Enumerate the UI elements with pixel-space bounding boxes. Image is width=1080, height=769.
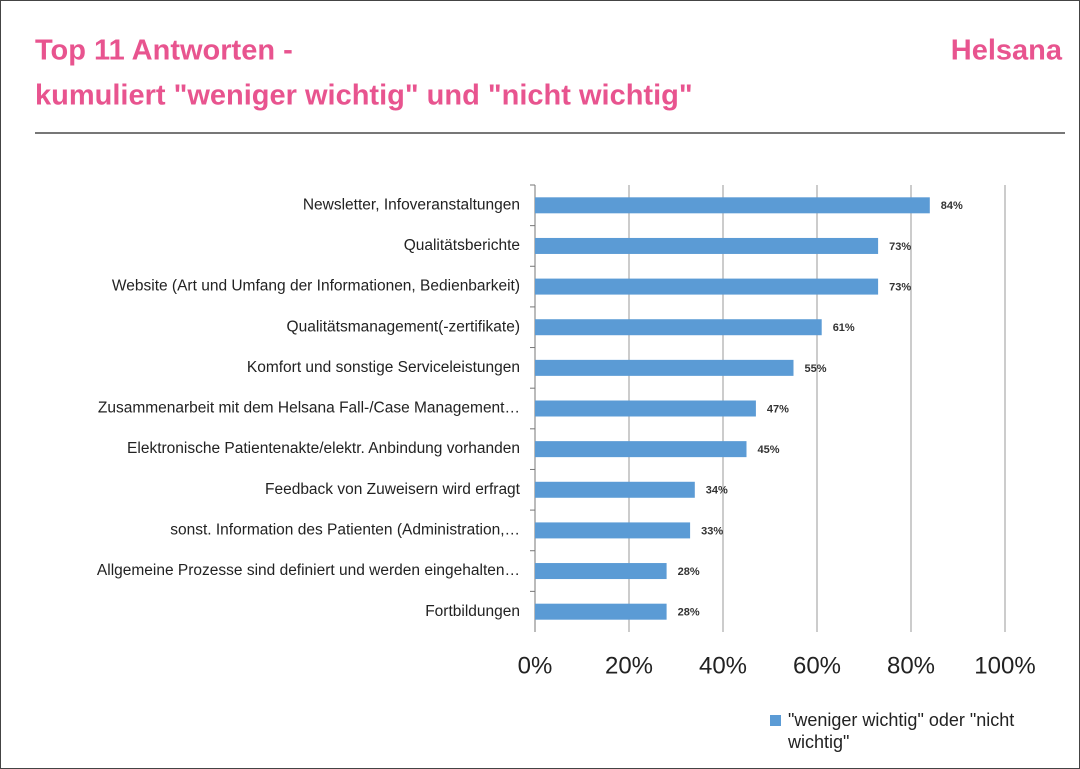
value-label: 47% bbox=[767, 403, 789, 415]
x-tick-label: 0% bbox=[518, 652, 553, 679]
value-label: 55% bbox=[805, 363, 827, 375]
y-tick-label: Elektronische Patientenakte/elektr. Anbi… bbox=[127, 440, 520, 457]
value-label: 73% bbox=[889, 241, 911, 253]
chart-subtitle: kumuliert "weniger wichtig" und "nicht w… bbox=[35, 80, 693, 112]
x-tick-label: 60% bbox=[793, 652, 841, 679]
bar bbox=[535, 563, 667, 580]
value-label: 84% bbox=[941, 200, 963, 212]
y-tick-label: Feedback von Zuweisern wird erfragt bbox=[265, 481, 521, 498]
x-tick-label: 80% bbox=[887, 652, 935, 679]
bar bbox=[535, 319, 822, 336]
bar bbox=[535, 441, 747, 458]
bar bbox=[535, 522, 691, 539]
y-tick-label: Allgemeine Prozesse sind definiert und w… bbox=[97, 562, 520, 579]
y-tick-label: Newsletter, Infoveranstaltungen bbox=[303, 196, 520, 213]
y-tick-label: Qualitätsmanagement(-zertifikate) bbox=[287, 318, 520, 335]
y-tick-label: Zusammenarbeit mit dem Helsana Fall-/Cas… bbox=[98, 400, 520, 417]
y-tick-label: Website (Art und Umfang der Informatione… bbox=[112, 278, 520, 295]
legend-label: "weniger wichtig" oder "nicht wichtig" bbox=[788, 710, 1015, 752]
value-label: 28% bbox=[678, 566, 700, 578]
bar bbox=[535, 278, 879, 295]
brand: Helsana bbox=[951, 35, 1063, 67]
bar bbox=[535, 359, 794, 376]
value-label: 73% bbox=[889, 281, 911, 293]
legend-swatch bbox=[770, 715, 781, 726]
bar bbox=[535, 237, 879, 254]
y-tick-label: Komfort und sonstige Serviceleistungen bbox=[247, 359, 520, 376]
bar bbox=[535, 400, 756, 417]
x-tick-label: 20% bbox=[605, 652, 653, 679]
value-label: 61% bbox=[833, 322, 855, 334]
x-tick-label: 100% bbox=[974, 652, 1035, 679]
y-tick-label: Qualitätsberichte bbox=[404, 237, 520, 254]
value-label: 33% bbox=[701, 525, 723, 537]
value-label: 28% bbox=[678, 607, 700, 619]
x-tick-label: 40% bbox=[699, 652, 747, 679]
y-tick-label: Fortbildungen bbox=[425, 603, 520, 620]
y-tick-label: sonst. Information des Patienten (Admini… bbox=[170, 522, 520, 539]
value-label: 45% bbox=[758, 444, 780, 456]
value-label: 34% bbox=[706, 485, 728, 497]
bar bbox=[535, 603, 667, 620]
bar bbox=[535, 197, 930, 214]
chart-title: Top 11 Antworten - bbox=[35, 35, 293, 67]
bar bbox=[535, 481, 695, 498]
